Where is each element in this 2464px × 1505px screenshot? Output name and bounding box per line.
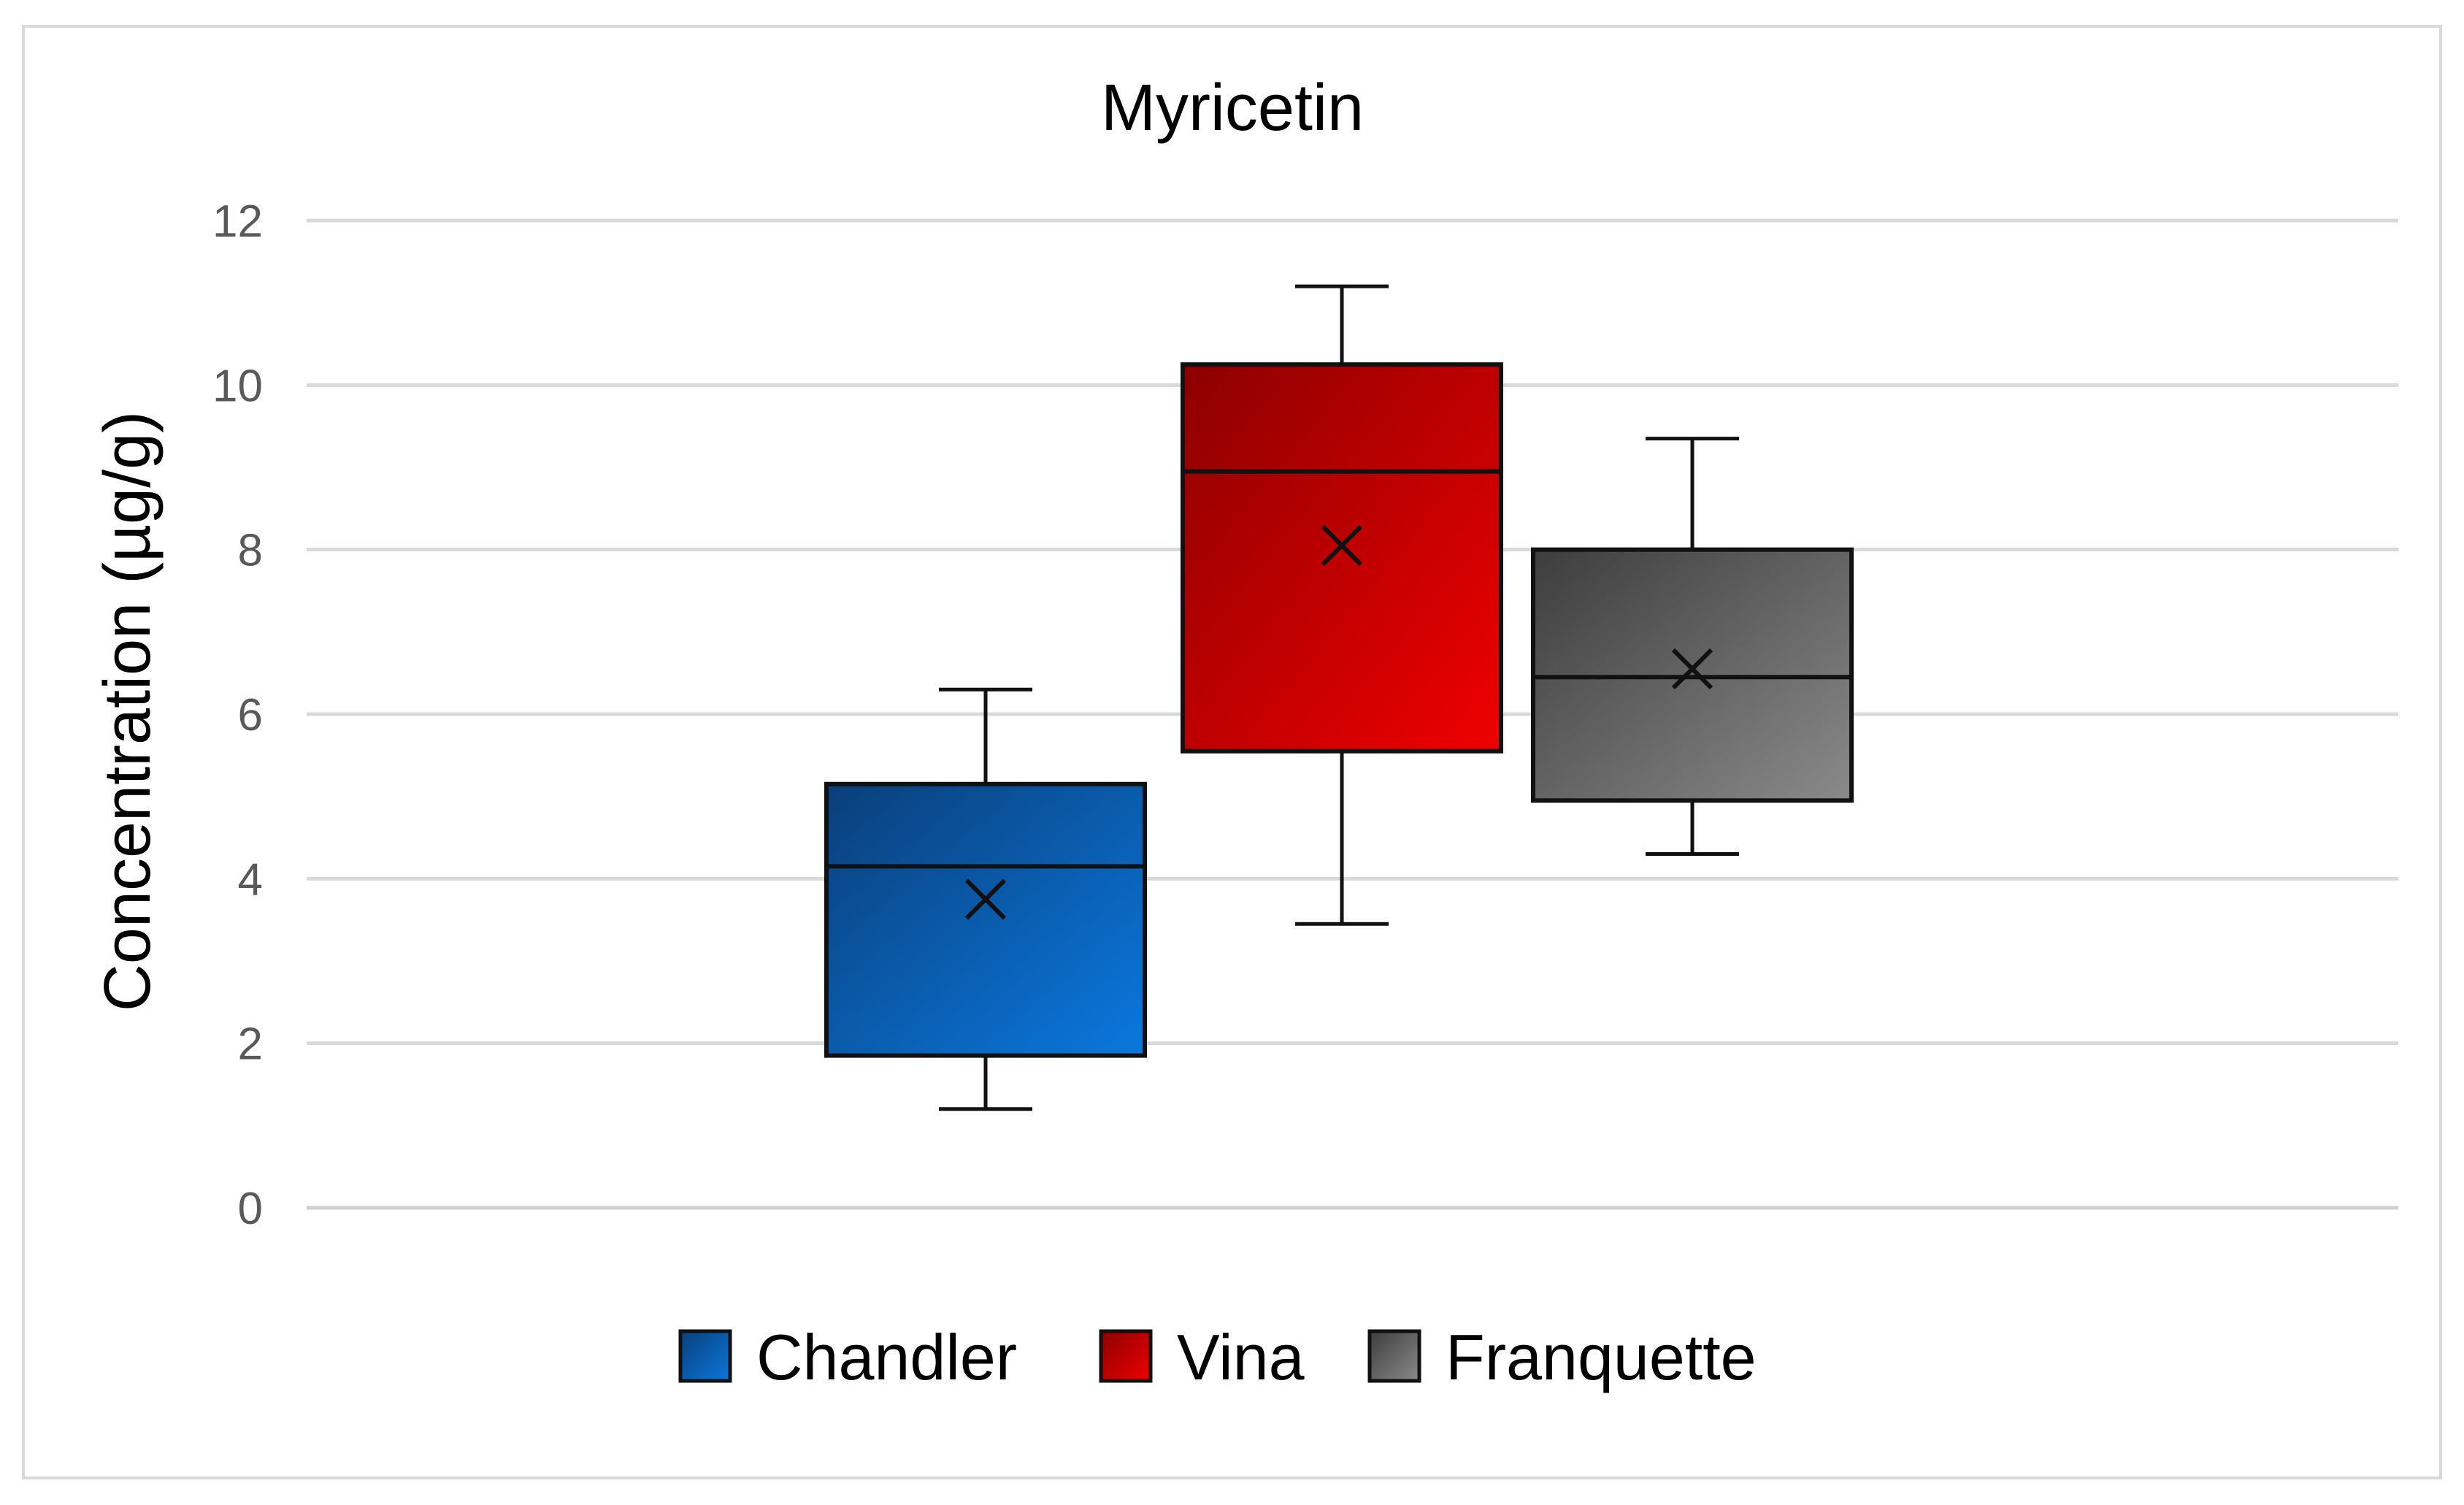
chart-title: Myricetin bbox=[1101, 72, 1364, 145]
y-axis-label: Concentration (µg/g) bbox=[91, 411, 164, 1011]
mean-marker bbox=[1321, 524, 1363, 567]
boxes bbox=[824, 284, 1854, 1111]
y-tick-label: 6 bbox=[238, 690, 263, 740]
y-tick-label: 8 bbox=[238, 526, 263, 576]
legend-label: Vina bbox=[1177, 1321, 1305, 1393]
legend: Chandler Vina Franquette bbox=[678, 1321, 1757, 1393]
y-tick-label: 12 bbox=[212, 196, 263, 247]
iqr-box bbox=[824, 781, 1147, 1058]
y-tick-label: 0 bbox=[238, 1184, 263, 1234]
legend-label: Franquette bbox=[1446, 1321, 1757, 1393]
legend-swatch bbox=[678, 1329, 732, 1383]
legend-swatch bbox=[1367, 1329, 1421, 1383]
legend-swatch bbox=[1099, 1329, 1153, 1383]
box-chandler bbox=[824, 687, 1147, 1111]
legend-item-vina: Vina bbox=[1099, 1321, 1305, 1393]
iqr-box bbox=[1181, 362, 1503, 754]
y-tick-label: 2 bbox=[238, 1019, 263, 1070]
box-vina bbox=[1181, 284, 1503, 926]
box-franquette bbox=[1531, 437, 1854, 857]
mean-marker bbox=[1671, 648, 1713, 690]
y-tick-label: 4 bbox=[238, 854, 263, 905]
mean-marker bbox=[964, 878, 1007, 920]
legend-item-chandler: Chandler bbox=[678, 1321, 1017, 1393]
y-tick-labels: 0 2 4 6 8 10 12 bbox=[212, 196, 263, 1234]
y-tick-label: 10 bbox=[212, 361, 263, 411]
legend-item-franquette: Franquette bbox=[1367, 1321, 1757, 1393]
legend-label: Chandler bbox=[756, 1321, 1017, 1393]
